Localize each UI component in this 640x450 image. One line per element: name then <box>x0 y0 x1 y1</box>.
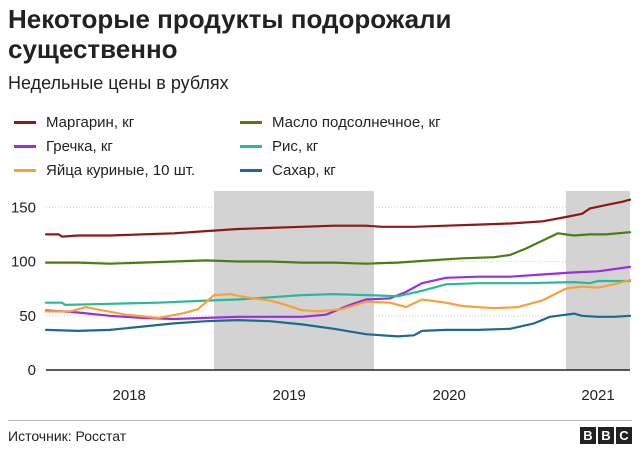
series-line-5 <box>44 312 632 338</box>
x-tick-label-2018: 2018 <box>113 387 146 404</box>
series-line-2 <box>44 265 632 321</box>
legend-item-1: Масло подсолнечное, кг <box>240 112 441 132</box>
chart-title: Некоторые продукты подорожали существенн… <box>8 4 452 64</box>
legend-label: Сахар, кг <box>272 161 336 179</box>
y-tick-label-150: 150 <box>11 199 36 216</box>
chart-subtitle: Недельные цены в рублях <box>8 73 229 93</box>
legend-label: Яйца куриные, 10 шт. <box>46 161 196 179</box>
x-tick-label-2021: 2021 <box>581 387 614 404</box>
legend-label: Маргарин, кг <box>46 113 135 131</box>
logo-letter-b1: B <box>580 427 596 444</box>
legend-item-2: Гречка, кг <box>14 136 113 156</box>
series-line-3 <box>44 279 632 306</box>
y-tick-label-50: 50 <box>19 308 36 325</box>
legend-swatch <box>240 168 262 172</box>
legend-swatch <box>14 168 36 172</box>
x-tick-label-2019: 2019 <box>273 387 306 404</box>
logo-letter-c: C <box>616 427 632 444</box>
line-chart: 0 50 100 150 2018 2019 2020 2021 <box>11 191 632 404</box>
legend-swatch <box>14 144 36 148</box>
y-tick-label-0: 0 <box>28 362 36 379</box>
series-line-4 <box>44 278 632 319</box>
legend-item-4: Яйца куриные, 10 шт. <box>14 160 195 180</box>
logo-letter-b2: B <box>598 427 614 444</box>
legend-item-0: Маргарин, кг <box>14 112 134 132</box>
shaded-period-0 <box>214 191 374 370</box>
legend-label: Гречка, кг <box>46 137 113 155</box>
source-note: Источник: Росстат <box>8 428 127 444</box>
series-line-1 <box>44 231 632 265</box>
legend-label: Масло подсолнечное, кг <box>272 113 441 131</box>
legend-item-5: Сахар, кг <box>240 160 336 180</box>
legend-item-3: Рис, кг <box>240 136 318 156</box>
footer-divider <box>8 420 632 421</box>
bbc-logo: B B C <box>580 427 632 444</box>
x-tick-label-2020: 2020 <box>433 387 466 404</box>
series-line-0 <box>44 198 632 238</box>
legend-swatch <box>240 144 262 148</box>
legend-label: Рис, кг <box>272 137 319 155</box>
y-tick-label-100: 100 <box>11 254 36 271</box>
legend-swatch <box>240 120 262 124</box>
legend-swatch <box>14 120 36 124</box>
